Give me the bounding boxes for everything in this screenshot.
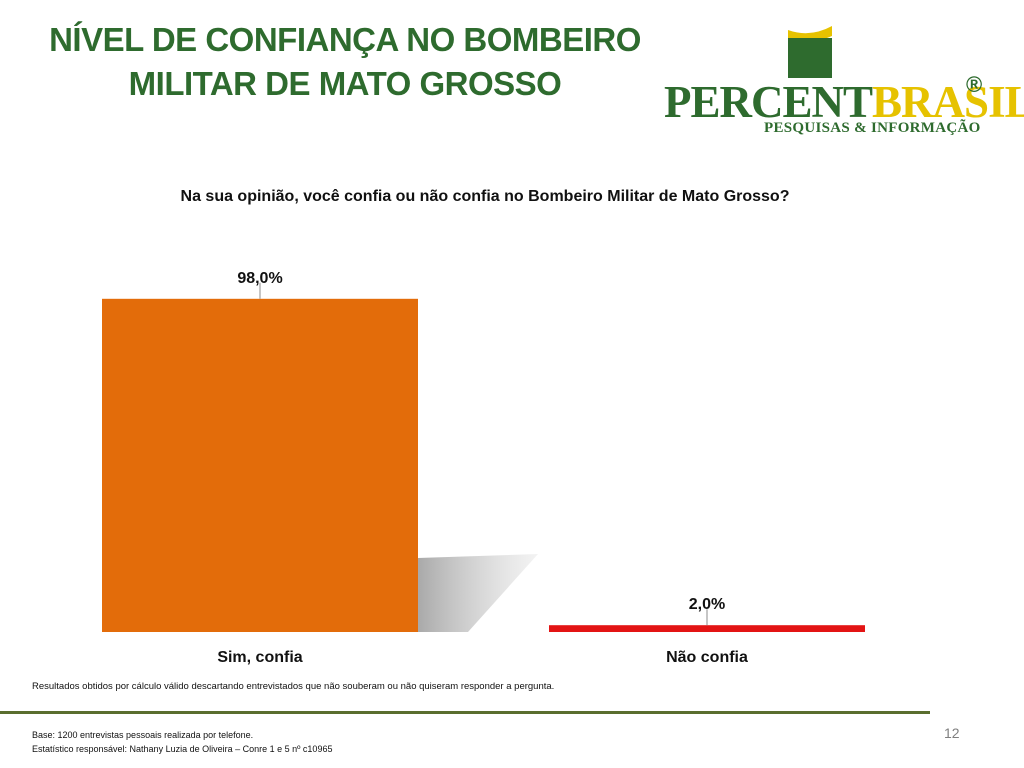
category-label: Sim, confia — [217, 649, 302, 666]
page-title-line-2: MILITAR DE MATO GROSSO — [128, 65, 562, 102]
bar-sim-confia — [102, 298, 418, 632]
data-label: 98,0% — [237, 270, 282, 287]
page-number: 12 — [944, 725, 960, 741]
footer-divider — [0, 711, 930, 714]
page-title-line-1: NÍVEL DE CONFIANÇA NO BOMBEIRO — [49, 21, 641, 58]
registered-mark: ® — [966, 72, 983, 97]
logo-tagline: PESQUISAS & INFORMAÇÃO — [764, 120, 981, 136]
footer-base-note: Base: 1200 entrevistas pessoais realizad… — [32, 730, 254, 740]
bar-shadow — [418, 554, 538, 632]
page-title: NÍVEL DE CONFIANÇA NO BOMBEIRO MILITAR D… — [30, 18, 660, 106]
data-label: 2,0% — [689, 596, 725, 613]
footer-statistician-note: Estatístico responsável: Nathany Luzia d… — [32, 744, 333, 754]
chart-title: Na sua opinião, você confia ou não confi… — [180, 188, 790, 205]
bar-chart: 98,0% Sim, confia 2,0% Não confia — [102, 270, 865, 666]
logo-emblem-icon — [788, 26, 832, 78]
category-label: Não confia — [666, 649, 748, 666]
bar-nao-confia — [549, 625, 865, 632]
logo-wordmark: PERCENTBRASIL — [664, 78, 1024, 126]
logo-word-brasil: BRASIL — [872, 77, 1024, 127]
calculation-note: Resultados obtidos por cálculo válido de… — [32, 681, 555, 692]
percentbrasil-logo: PERCENTBRASIL ® PESQUISAS & INFORMAÇÃO — [660, 22, 1024, 142]
logo-word-percent: PERCENT — [664, 77, 873, 127]
